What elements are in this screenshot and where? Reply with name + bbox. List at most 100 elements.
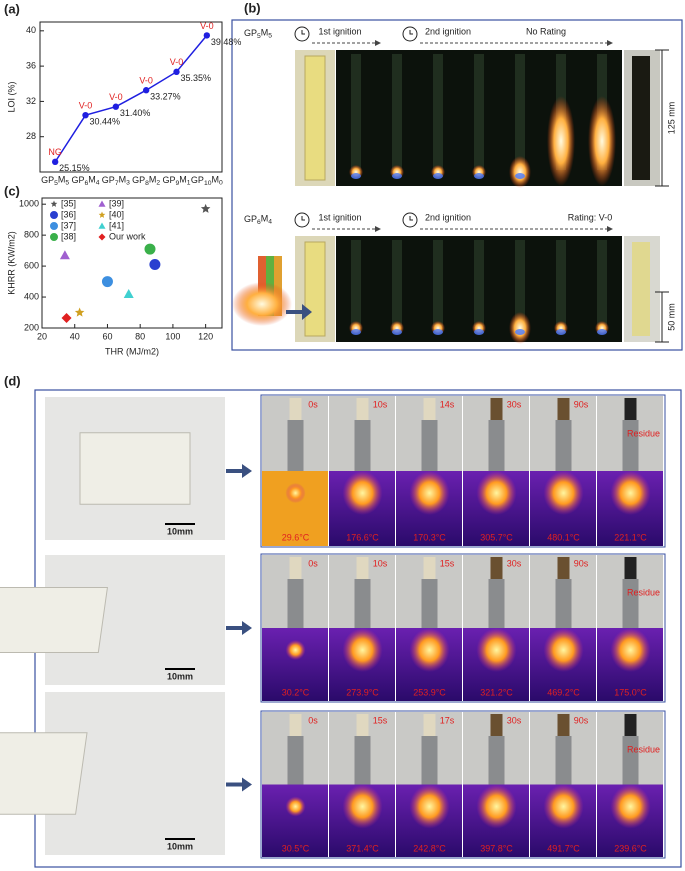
point xyxy=(61,312,72,323)
hot-spot xyxy=(342,471,383,515)
fire-illustration xyxy=(232,282,292,326)
sample xyxy=(289,398,302,420)
time: 30s xyxy=(507,715,522,725)
temperature: 273.9°C xyxy=(346,687,379,697)
temperature: 480.1°C xyxy=(547,532,580,542)
specimen xyxy=(597,240,607,326)
rating-label: NG xyxy=(48,147,62,157)
legend-label: [37] xyxy=(61,220,76,230)
value-label: 31.40% xyxy=(120,108,151,118)
sample xyxy=(356,398,369,420)
plot-frame xyxy=(39,21,223,173)
y-tick-label: 40 xyxy=(26,25,36,35)
hot-spot xyxy=(285,640,306,660)
holder xyxy=(622,579,639,628)
legend-label: [38] xyxy=(61,231,76,241)
point xyxy=(123,288,134,298)
holder xyxy=(421,420,438,471)
temperature: 253.9°C xyxy=(413,687,446,697)
y-tick-label: 600 xyxy=(24,260,39,270)
legend-label: [36] xyxy=(61,209,76,219)
dimension-label: 50 mm xyxy=(666,303,676,331)
time: 10s xyxy=(373,399,388,409)
residue-label: Residue xyxy=(627,428,660,438)
plot-frame xyxy=(41,197,223,329)
temperature: 170.3°C xyxy=(413,532,446,542)
hot-spot xyxy=(610,628,651,672)
x-tick-label: 60 xyxy=(102,331,112,341)
sample xyxy=(557,557,570,579)
specimen xyxy=(351,54,361,170)
y-tick-label: 32 xyxy=(26,96,36,106)
time: 0s xyxy=(308,715,318,725)
flame xyxy=(547,96,575,186)
panel-label: (c) xyxy=(4,183,20,198)
blue-flame xyxy=(556,329,566,335)
time: 0s xyxy=(308,558,318,568)
hot-spot xyxy=(476,471,517,515)
sample xyxy=(624,714,637,736)
hot-spot xyxy=(543,628,584,672)
x-tick-label: GP9M1 xyxy=(162,175,190,187)
holder xyxy=(287,420,304,471)
point xyxy=(142,87,150,94)
legend-marker xyxy=(50,233,58,241)
legend-label: [35] xyxy=(61,198,76,208)
point xyxy=(51,158,59,166)
legend-marker xyxy=(50,211,58,219)
temperature: 321.2°C xyxy=(480,687,513,697)
line xyxy=(54,34,208,163)
clock-hand xyxy=(301,216,305,221)
blue-flame xyxy=(597,329,607,335)
sample xyxy=(423,557,436,579)
sample xyxy=(423,714,436,736)
specimen xyxy=(433,240,443,326)
x-tick-label: GP5M5 xyxy=(41,175,69,187)
residue-bar xyxy=(632,56,650,180)
clock-hand xyxy=(301,30,305,35)
holder xyxy=(421,736,438,785)
specimen xyxy=(515,240,525,326)
sample xyxy=(356,557,369,579)
time: 14s xyxy=(440,399,455,409)
y-axis-label: KHRR (KW/m2) xyxy=(6,231,16,295)
legend-label: Our work xyxy=(109,231,146,241)
legend-label: [39] xyxy=(109,198,124,208)
point xyxy=(149,259,161,271)
flame xyxy=(509,312,531,344)
frame xyxy=(260,394,666,548)
blue-flame xyxy=(351,173,361,179)
point xyxy=(173,68,180,76)
hot-spot xyxy=(409,471,450,515)
clock-hand xyxy=(409,30,413,35)
temperature: 239.6°C xyxy=(614,843,647,853)
arrow xyxy=(226,464,252,478)
blue-flame xyxy=(474,173,484,179)
specimen xyxy=(433,54,443,170)
holder xyxy=(421,579,438,628)
rating: Rating: V-0 xyxy=(568,212,613,222)
hot-spot xyxy=(610,784,651,829)
rating-label: V-0 xyxy=(79,101,93,111)
specimen xyxy=(474,54,484,170)
sample xyxy=(557,714,570,736)
holder xyxy=(287,579,304,628)
clock-hand xyxy=(409,216,413,221)
time: 90s xyxy=(574,715,589,725)
x-tick-label: 100 xyxy=(165,331,180,341)
residue-label: Residue xyxy=(627,744,660,754)
temperature: 242.8°C xyxy=(413,843,446,853)
time: 30s xyxy=(507,558,522,568)
x-tick-label: 20 xyxy=(37,331,47,341)
sample-name: GP6M4 xyxy=(244,214,272,226)
specimen xyxy=(392,54,402,170)
time: 90s xyxy=(574,558,589,568)
y-tick-label: 200 xyxy=(24,322,39,332)
legend-label: [41] xyxy=(109,220,124,230)
blue-flame xyxy=(433,329,443,335)
legend-marker xyxy=(98,233,106,241)
time: 15s xyxy=(373,715,388,725)
blue-flame xyxy=(515,329,525,335)
legend-marker xyxy=(98,222,106,229)
